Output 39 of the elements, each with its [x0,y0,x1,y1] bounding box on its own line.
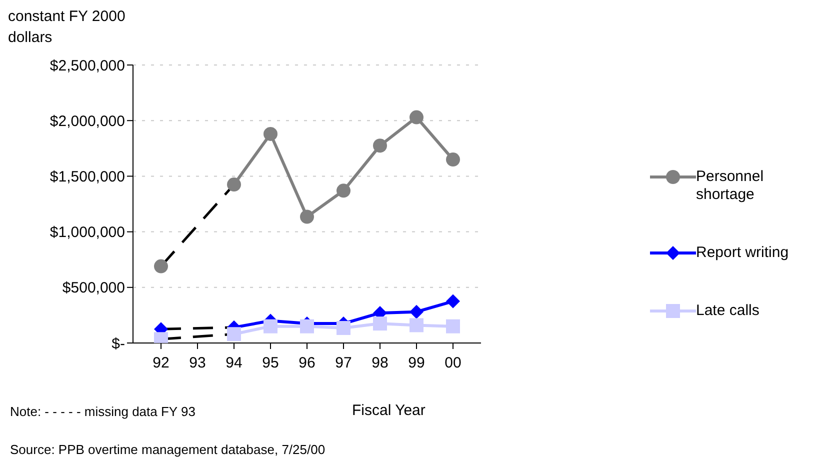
source-note: Source: PPB overtime management database, 7/25/00 [10,442,326,457]
x-tick-label: 95 [262,354,279,372]
legend-label: Personnel shortage [696,168,765,204]
point [373,316,387,331]
x-tick-label: 93 [189,354,206,372]
y-tick-label: $2,500,000 [50,57,125,74]
x-tick-label: 99 [408,354,425,372]
point [300,319,314,334]
point [336,184,350,198]
point [410,304,424,319]
x-tick-label: 94 [226,354,242,372]
point [373,138,387,153]
point [264,319,278,334]
point [410,318,424,332]
y-tick-label: $1,500,000 [50,168,125,186]
point [300,210,314,224]
point [410,110,424,124]
point [446,319,460,334]
y-tick-label: $1,000,000 [50,224,125,242]
point [336,320,350,335]
y-tick-label: $2,000,000 [50,112,125,130]
point [446,152,460,167]
point [446,294,460,308]
text: Note: - - - - - missing data FY 93 [10,404,196,419]
x-tick-label: 00 [444,354,462,372]
y-tick-label: $- [112,335,125,352]
point [264,126,278,141]
legend-label: Report writing [696,244,790,262]
x-tick-label: 96 [298,354,316,372]
x-axis-title: Fiscal Year [352,402,426,419]
x-tick-label: 97 [335,354,352,372]
point [154,259,168,274]
y-tick-label: $500,000 [62,280,125,297]
x-tick-label: 98 [372,354,388,372]
point [227,178,241,192]
legend-label: Late calls [696,302,760,320]
x-tick-label: 92 [152,354,170,372]
point [227,327,241,342]
y-axis-title: constant FY 2000 dollars [8,7,126,48]
